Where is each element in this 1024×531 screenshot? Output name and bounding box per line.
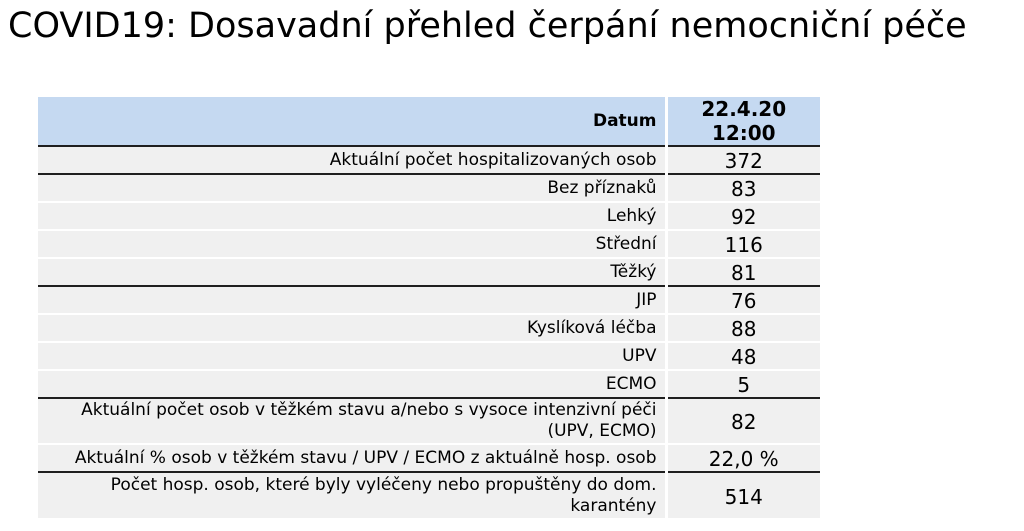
row-label: UPV bbox=[38, 342, 666, 371]
row-value: 76 bbox=[664, 286, 820, 315]
row-label: Aktuální počet osob v těžkém stavu a/neb… bbox=[38, 398, 666, 445]
table-row-ecmo: ECMO 5 bbox=[38, 370, 820, 399]
row-value: 83 bbox=[664, 174, 820, 203]
row-label: JIP bbox=[38, 286, 666, 315]
table-row-recovered-released: Počet hosp. osob, které byly vyléčeny ne… bbox=[38, 472, 820, 518]
table-row-oxygen-therapy: Kyslíková léčba 88 bbox=[38, 314, 820, 343]
row-label: Těžký bbox=[38, 258, 666, 287]
row-value: 372 bbox=[664, 146, 820, 175]
table-row-upv: UPV 48 bbox=[38, 342, 820, 371]
row-value: 82 bbox=[664, 398, 820, 445]
row-label: Aktuální počet hospitalizovaných osob bbox=[38, 146, 666, 175]
row-value: 116 bbox=[664, 230, 820, 259]
row-label: Počet hosp. osob, které byly vyléčeny ne… bbox=[38, 472, 666, 518]
row-value: 92 bbox=[664, 202, 820, 231]
row-value: 22,0 % bbox=[664, 444, 820, 473]
table-row-severe-percent: Aktuální % osob v těžkém stavu / UPV / E… bbox=[38, 444, 820, 473]
table-row-no-symptoms: Bez příznaků 83 bbox=[38, 174, 820, 203]
page-title: COVID19: Dosavadní přehled čerpání nemoc… bbox=[8, 6, 967, 46]
table-row-icu: JIP 76 bbox=[38, 286, 820, 315]
table-row-moderate: Střední 116 bbox=[38, 230, 820, 259]
table-row-severe: Těžký 81 bbox=[38, 258, 820, 287]
row-label: Střední bbox=[38, 230, 666, 259]
header-label-datum: Datum bbox=[38, 97, 666, 147]
table-header-row: Datum 22.4.20 12:00 bbox=[38, 97, 820, 147]
hospital-care-table: Datum 22.4.20 12:00 Aktuální počet hospi… bbox=[38, 97, 820, 518]
row-label: Lehký bbox=[38, 202, 666, 231]
table-row-mild: Lehký 92 bbox=[38, 202, 820, 231]
row-label: Kyslíková léčba bbox=[38, 314, 666, 343]
row-label: ECMO bbox=[38, 370, 666, 399]
row-label: Bez příznaků bbox=[38, 174, 666, 203]
row-value: 48 bbox=[664, 342, 820, 371]
table-row-hospitalized-total: Aktuální počet hospitalizovaných osob 37… bbox=[38, 146, 820, 175]
table-row-severe-intensive-total: Aktuální počet osob v těžkém stavu a/neb… bbox=[38, 398, 820, 445]
row-value: 81 bbox=[664, 258, 820, 287]
row-value: 5 bbox=[664, 370, 820, 399]
row-value: 88 bbox=[664, 314, 820, 343]
header-value-date: 22.4.20 12:00 bbox=[664, 97, 820, 147]
row-value: 514 bbox=[664, 472, 820, 518]
row-label: Aktuální % osob v těžkém stavu / UPV / E… bbox=[38, 444, 666, 473]
